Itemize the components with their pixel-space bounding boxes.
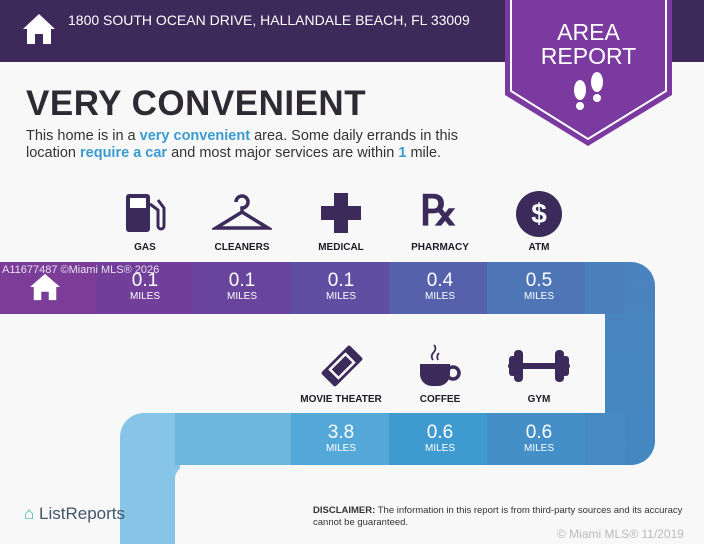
- amenity-label: GYM: [527, 394, 551, 405]
- disclaimer: DISCLAIMER: The information in this repo…: [313, 505, 683, 528]
- badge-text: AREA REPORT: [540, 19, 637, 69]
- amenity-distance: 0.1 MILES: [129, 270, 160, 303]
- home-marker-icon: [30, 273, 60, 301]
- gas-pump-icon: [126, 194, 166, 232]
- property-address: 1800 SOUTH OCEAN DRIVE, HALLANDALE BEACH…: [68, 12, 470, 28]
- coffee-icon: [420, 344, 461, 386]
- amenity-distance: 0.5 MILES: [523, 270, 554, 303]
- rx-icon: ℞: [420, 186, 458, 235]
- amenity-distance: 3.8 MILES: [325, 422, 356, 455]
- watermark: A11677487 ©Miami MLS® 2026: [2, 264, 160, 276]
- medical-cross-icon: [321, 193, 361, 233]
- amenity-distance: 0.1 MILES: [226, 270, 257, 303]
- amenity-label: ATM: [528, 242, 550, 253]
- copyright: © Miami MLS® 11/2019: [557, 527, 684, 541]
- area-report-badge: [505, 0, 672, 146]
- amenity-distance: 0.1 MILES: [325, 270, 356, 303]
- amenity-distance: 0.4 MILES: [424, 270, 455, 303]
- footprints-icon: [574, 72, 603, 110]
- description: This home is in a very convenient area. …: [26, 128, 458, 161]
- hanger-icon: [212, 194, 272, 230]
- amenity-label: MEDICAL: [318, 242, 364, 253]
- amenity-label: CLEANERS: [214, 242, 270, 253]
- amenity-distance: 0.6 MILES: [523, 422, 554, 455]
- home-icon: [23, 14, 55, 44]
- svg-text:$: $: [531, 198, 547, 229]
- listreports-logo: ⌂ ListReports: [24, 504, 125, 523]
- amenity-label: GAS: [134, 242, 156, 253]
- dumbbell-icon: [508, 350, 570, 382]
- page-title: VERY CONVENIENT: [26, 84, 367, 123]
- amenity-label: MOVIE THEATER: [300, 394, 382, 405]
- amenity-distance: 0.6 MILES: [424, 422, 455, 455]
- amenity-label: PHARMACY: [411, 242, 469, 253]
- amenity-label: COFFEE: [419, 394, 461, 405]
- dollar-icon: $: [516, 191, 562, 237]
- ticket-icon: [321, 345, 363, 387]
